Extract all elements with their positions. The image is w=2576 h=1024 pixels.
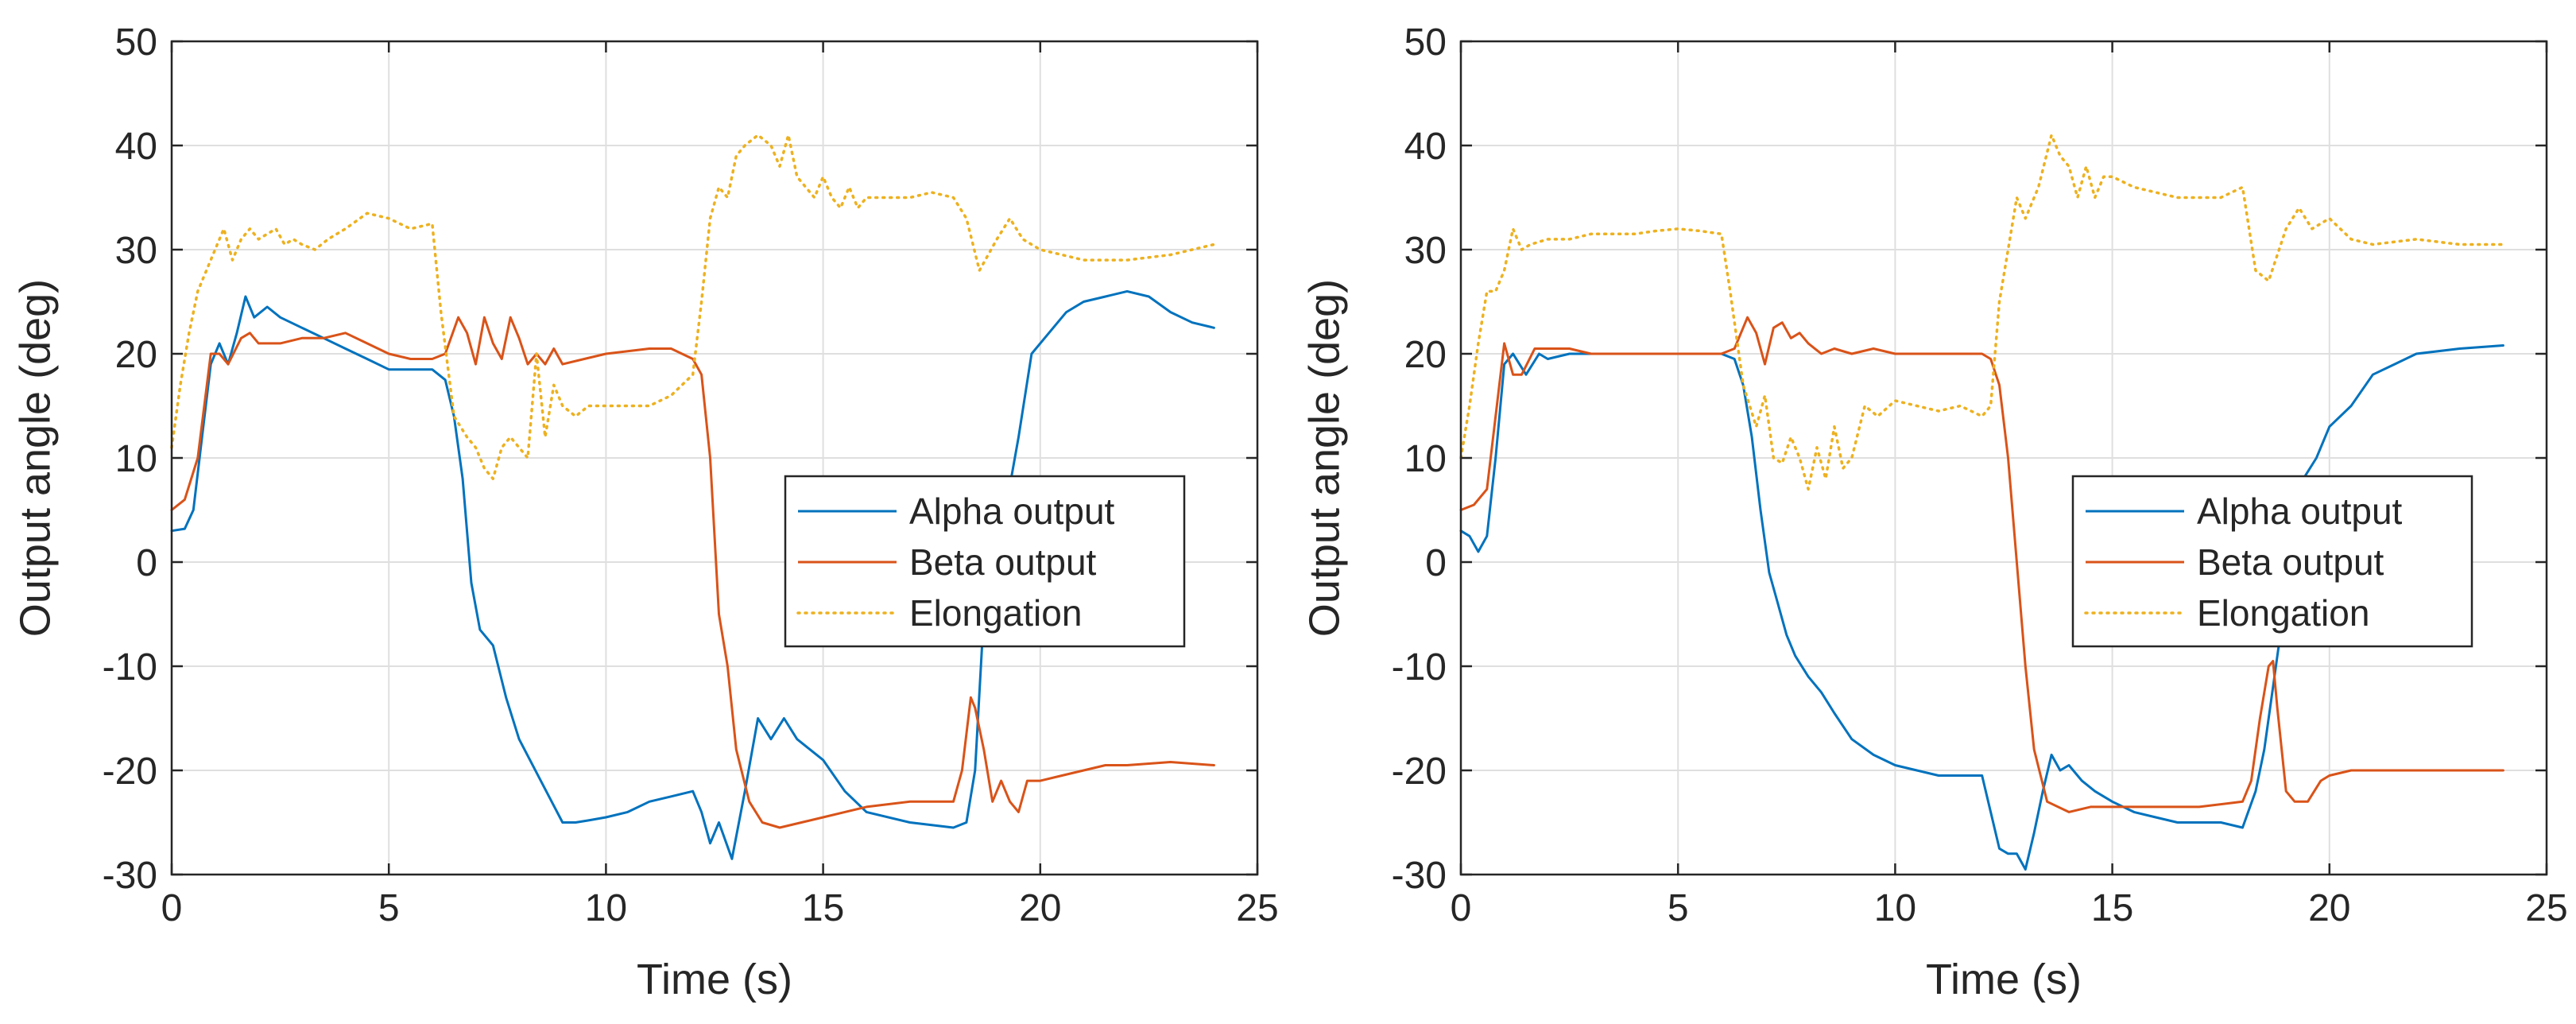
x-tick-label: 0 [161,887,183,929]
series-line-elongation [170,134,1216,480]
x-tick-label: 15 [2091,887,2133,929]
y-tick-label: -20 [1392,751,1447,793]
x-tick-label: 10 [585,887,627,929]
x-tick-label: 5 [378,887,400,929]
legend-label-elongation: Elongation [2197,592,2369,634]
y-tick-label: 0 [1425,542,1447,584]
y-tick-label: 0 [136,542,157,584]
y-tick-label: 50 [1404,21,1447,64]
y-tick-label: 10 [115,438,157,480]
x-tick-label: 15 [802,887,844,929]
y-tick-label: -10 [103,646,157,688]
y-axis-label: Output angle (deg) [11,279,59,637]
y-tick-label: 10 [1404,438,1447,480]
legend-label-alpha-output: Alpha output [909,491,1115,532]
legend-label-alpha-output: Alpha output [2197,491,2403,532]
y-tick-label: 20 [1404,334,1447,376]
x-tick-label: 25 [1236,887,1278,929]
legend-label-beta-output: Beta output [2197,541,2384,583]
y-tick-label: -30 [103,855,157,897]
y-tick-label: 40 [115,126,157,168]
y-tick-label: -10 [1392,646,1447,688]
x-tick-label: 20 [1019,887,1061,929]
y-tick-label: -20 [103,751,157,793]
series-group [1459,134,2505,871]
y-tick-label: 40 [1404,126,1447,168]
y-tick-label: 30 [1404,230,1447,272]
x-tick-label: 5 [1668,887,1689,929]
y-tick-label: 50 [115,21,157,64]
series-line-beta-output [1459,316,2504,813]
chart-panel-2: 0 5 10 15 20 25 -30 -20 -10 0 10 20 30 40 50 Time (s) Ou… [1300,21,2567,1003]
x-tick-label: 0 [1451,887,1472,929]
y-tick-label: 30 [115,230,157,272]
legend-label-elongation: Elongation [909,592,1082,634]
legend: Alpha output Beta output Elongation [784,475,1186,648]
series-line-beta-output [170,316,1215,829]
x-axis-label: Time (s) [637,956,792,1003]
legend: Alpha output Beta output Elongation [2071,475,2473,648]
x-tick-label: 10 [1874,887,1916,929]
y-axis-label: Output angle (deg) [1300,279,1348,637]
y-tick-label: -30 [1392,855,1447,897]
legend-label-beta-output: Beta output [909,541,1097,583]
y-tick-label: 20 [115,334,157,376]
x-tick-label: 20 [2308,887,2350,929]
x-axis-label: Time (s) [1926,956,2082,1003]
chart-panel-1: 0 5 10 15 20 25 -30 -20 -10 0 10 20 30 40 50 Time (s) Ou… [11,21,1278,1003]
x-tick-label: 25 [2525,887,2567,929]
